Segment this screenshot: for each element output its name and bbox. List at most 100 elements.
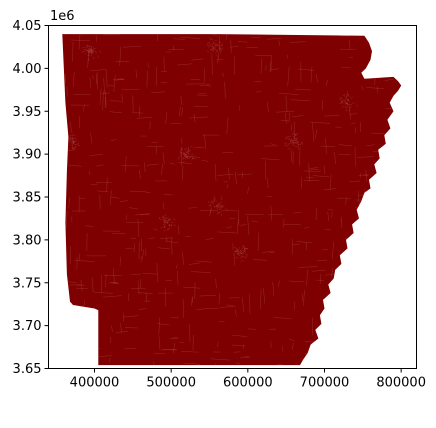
urban-boundary-line — [347, 93, 350, 97]
boundary-line — [272, 281, 275, 297]
urban-boundary-line — [215, 52, 217, 54]
urban-boundary-line — [345, 98, 347, 101]
urban-boundary-line — [344, 95, 347, 99]
boundary-line — [263, 288, 265, 304]
urban-boundary-line — [350, 102, 355, 106]
boundary-line — [391, 65, 394, 77]
urban-boundary-line — [209, 52, 213, 55]
urban-boundary-line — [206, 50, 210, 53]
boundary-line — [137, 292, 153, 294]
urban-boundary-line — [97, 55, 99, 58]
boundary-line — [151, 91, 165, 93]
urban-boundary-line — [187, 152, 190, 155]
boundary-line — [285, 112, 287, 124]
boundary-line — [142, 249, 144, 260]
boundary-line — [232, 335, 247, 337]
urban-boundary-line — [288, 137, 291, 141]
urban-boundary-line — [214, 48, 217, 51]
boundary-line — [358, 174, 369, 176]
boundary-line — [195, 147, 205, 148]
boundary-line — [288, 280, 305, 282]
urban-boundary-line — [216, 54, 219, 58]
urban-boundary-line — [355, 104, 359, 107]
urban-boundary-line — [345, 101, 347, 103]
boundary-line — [151, 141, 159, 143]
boundary-line — [121, 94, 124, 103]
boundary-line — [216, 174, 234, 176]
urban-boundary-line — [284, 138, 288, 140]
boundary-line — [215, 278, 217, 289]
boundary-line — [337, 278, 340, 298]
boundary-line — [230, 45, 239, 48]
urban-boundary-line — [216, 49, 219, 53]
boundary-line — [215, 363, 217, 366]
boundary-line — [372, 298, 378, 300]
urban-boundary-line — [169, 219, 172, 221]
urban-boundary-line — [183, 151, 186, 155]
urban-boundary-line — [163, 226, 165, 228]
boundary-line — [136, 117, 153, 119]
urban-boundary-line — [174, 219, 176, 222]
urban-boundary-line — [163, 226, 167, 228]
boundary-line — [325, 273, 334, 276]
boundary-line — [384, 78, 394, 81]
urban-boundary-line — [219, 204, 222, 207]
boundary-line — [279, 93, 299, 95]
boundary-line — [214, 164, 217, 182]
boundary-line — [249, 293, 251, 314]
boundary-line — [217, 52, 219, 64]
boundary-line — [183, 286, 201, 289]
urban-boundary-line — [287, 138, 291, 141]
urban-boundary-line — [211, 46, 213, 48]
urban-boundary-line — [70, 142, 72, 145]
urban-boundary-line — [185, 155, 190, 159]
y-axis: 3.65 3.70 3.75 3.80 3.85 3.90 3.95 4.00 4.05 — [13, 19, 49, 377]
urban-boundary-line — [341, 105, 345, 109]
boundary-line — [360, 172, 362, 178]
boundary-line — [109, 336, 112, 344]
boundary-line — [96, 355, 113, 358]
boundary-line — [226, 226, 233, 229]
urban-boundary-line — [164, 222, 167, 226]
urban-boundary-line — [206, 42, 210, 44]
urban-boundary-line — [186, 154, 188, 157]
boundary-line — [357, 190, 360, 208]
boundary-line — [157, 34, 159, 42]
urban-boundary-line — [291, 138, 294, 142]
boundary-line — [335, 287, 337, 304]
boundary-line — [90, 183, 98, 185]
boundary-line — [233, 351, 241, 353]
boundary-line — [177, 63, 193, 66]
urban-boundary-line — [72, 141, 76, 143]
boundary-line — [189, 116, 209, 119]
boundary-line — [344, 238, 364, 239]
boundary-line — [237, 173, 252, 176]
boundary-line — [355, 356, 358, 364]
boundary-line — [204, 134, 206, 150]
boundary-line — [332, 242, 334, 260]
boundary-line — [147, 63, 150, 69]
x-tick-label: 800000 — [376, 376, 426, 391]
boundary-line — [269, 61, 272, 73]
urban-boundary-line — [166, 221, 169, 225]
urban-boundary-line — [74, 136, 77, 141]
urban-boundary-line — [243, 257, 246, 258]
boundary-line — [346, 281, 349, 297]
boundary-line — [135, 213, 151, 216]
boundary-line — [235, 309, 237, 317]
boundary-line — [339, 144, 353, 147]
urban-boundary-line — [216, 205, 218, 208]
boundary-line — [366, 87, 385, 89]
boundary-line — [108, 84, 115, 87]
boundary-line — [113, 74, 116, 92]
urban-boundary-line — [222, 204, 225, 208]
boundary-line — [146, 70, 148, 88]
urban-boundary-line — [193, 156, 196, 160]
urban-boundary-line — [213, 48, 215, 51]
urban-boundary-line — [188, 150, 191, 152]
boundary-line — [278, 40, 281, 47]
boundary-line — [242, 297, 244, 313]
boundary-line — [316, 259, 327, 261]
boundary-line — [312, 122, 314, 142]
boundary-line — [190, 78, 201, 81]
